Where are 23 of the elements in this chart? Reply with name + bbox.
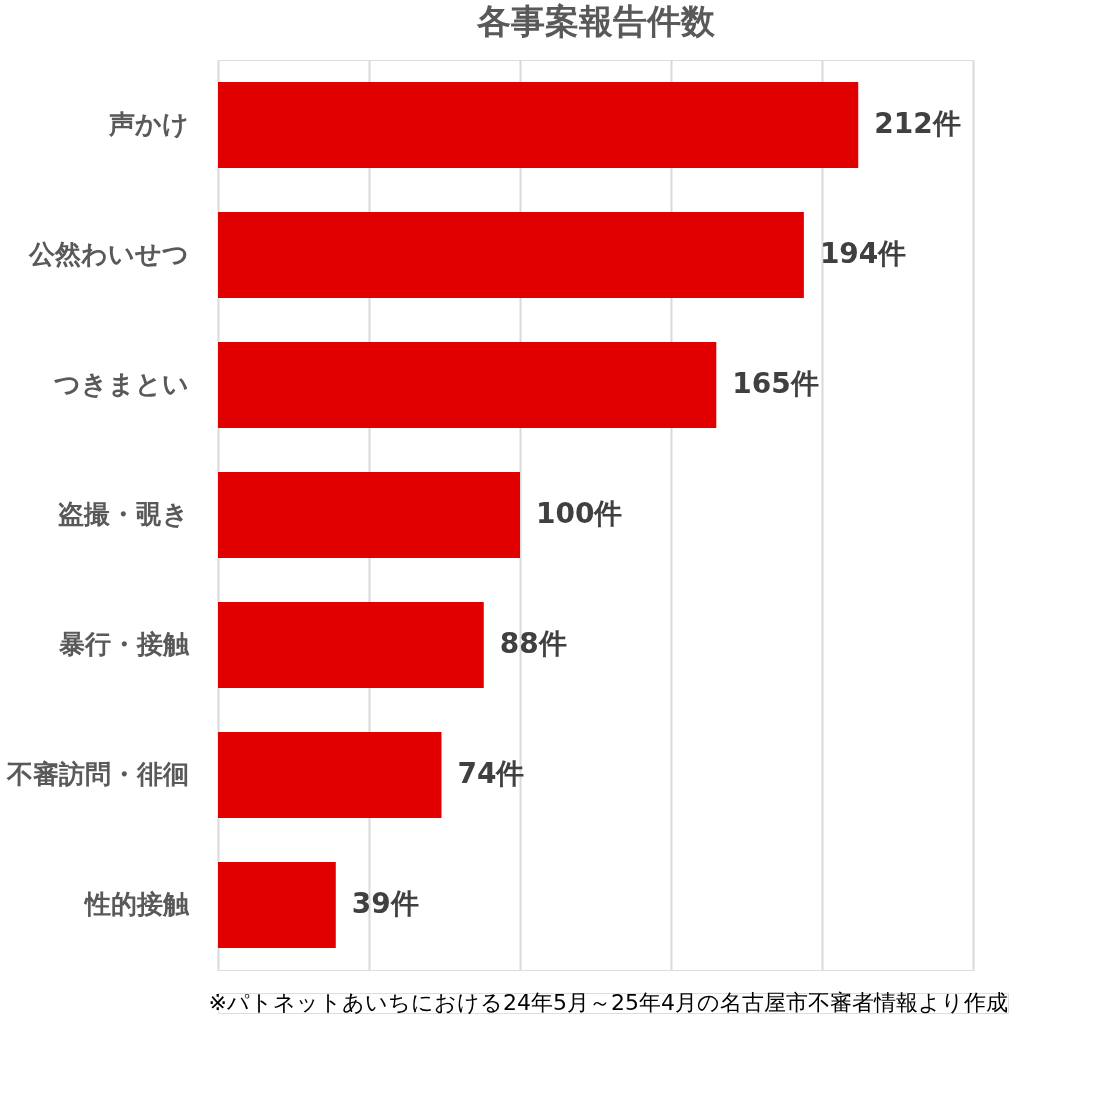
bar bbox=[218, 212, 804, 298]
chart-title: 各事案報告件数 bbox=[475, 1, 716, 41]
data-label: 100件 bbox=[536, 497, 623, 530]
bar bbox=[218, 472, 520, 558]
y-tick-label: 盗撮・覗き bbox=[57, 499, 189, 529]
data-label: 74件 bbox=[457, 757, 525, 790]
bar bbox=[218, 862, 336, 948]
data-label: 165件 bbox=[732, 367, 819, 400]
y-tick-label: 公然わいせつ bbox=[27, 239, 189, 269]
bar bbox=[218, 602, 484, 688]
bar bbox=[218, 82, 859, 168]
data-label: 39件 bbox=[351, 887, 419, 920]
bar bbox=[218, 732, 442, 818]
data-label: 194件 bbox=[819, 237, 907, 270]
y-tick-label: 不審訪問・徘徊 bbox=[5, 759, 189, 789]
text: ※パトネットあいちにおける24年5月～25年4月の名古屋市不審者情報より作成 bbox=[208, 990, 1008, 1015]
bar bbox=[218, 342, 717, 428]
y-tick-label: 声かけ bbox=[107, 109, 189, 139]
y-tick-label: つきまとい bbox=[53, 369, 189, 399]
data-label: 212件 bbox=[874, 107, 961, 140]
y-tick-label: 暴行・接触 bbox=[57, 629, 190, 659]
data-label: 88件 bbox=[499, 627, 567, 660]
y-tick-label: 性的接触 bbox=[82, 889, 190, 919]
